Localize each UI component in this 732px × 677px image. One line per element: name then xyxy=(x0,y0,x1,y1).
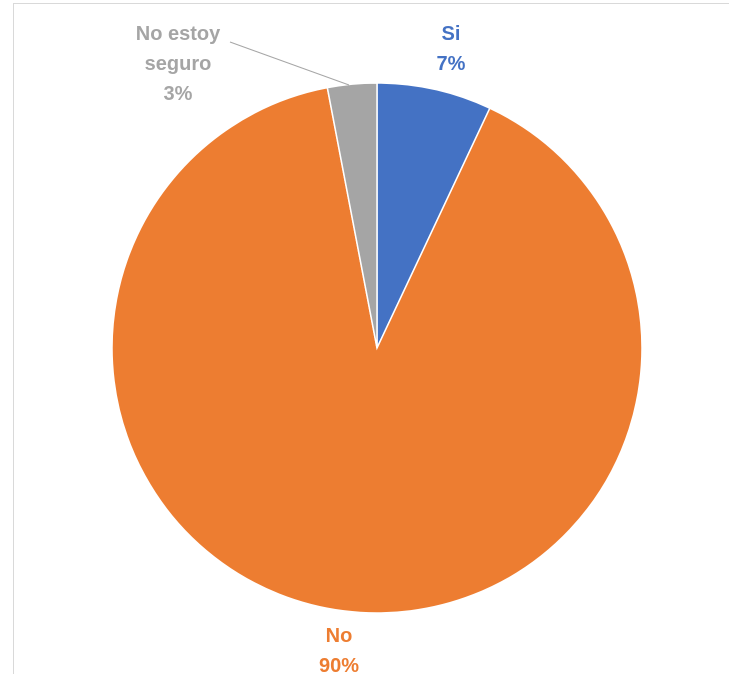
labels-layer: Si 7% No 90% No estoy seguro 3% xyxy=(136,23,466,677)
pie-slice-no xyxy=(111,86,643,614)
slices-layer xyxy=(111,82,643,614)
data-label-percent: 3% xyxy=(164,83,193,105)
data-label-si: Si 7% xyxy=(437,23,466,75)
data-label-no: No 90% xyxy=(319,625,359,677)
pie-slice-si xyxy=(376,82,491,349)
data-label-category: No xyxy=(326,625,353,647)
leader-line-no-estoy-seguro xyxy=(229,41,350,86)
data-label-category: No estoy xyxy=(136,23,221,45)
data-label-category: Si xyxy=(442,23,461,45)
data-label-percent: 7% xyxy=(437,53,466,75)
data-label-category: seguro xyxy=(145,53,212,75)
pie-slice-no-estoy-seguro xyxy=(326,82,378,349)
leader-lines-layer xyxy=(229,41,350,86)
chart-frame xyxy=(13,3,729,674)
data-label-no-estoy-seguro: No estoy seguro 3% xyxy=(136,23,221,105)
data-label-percent: 90% xyxy=(319,655,359,677)
